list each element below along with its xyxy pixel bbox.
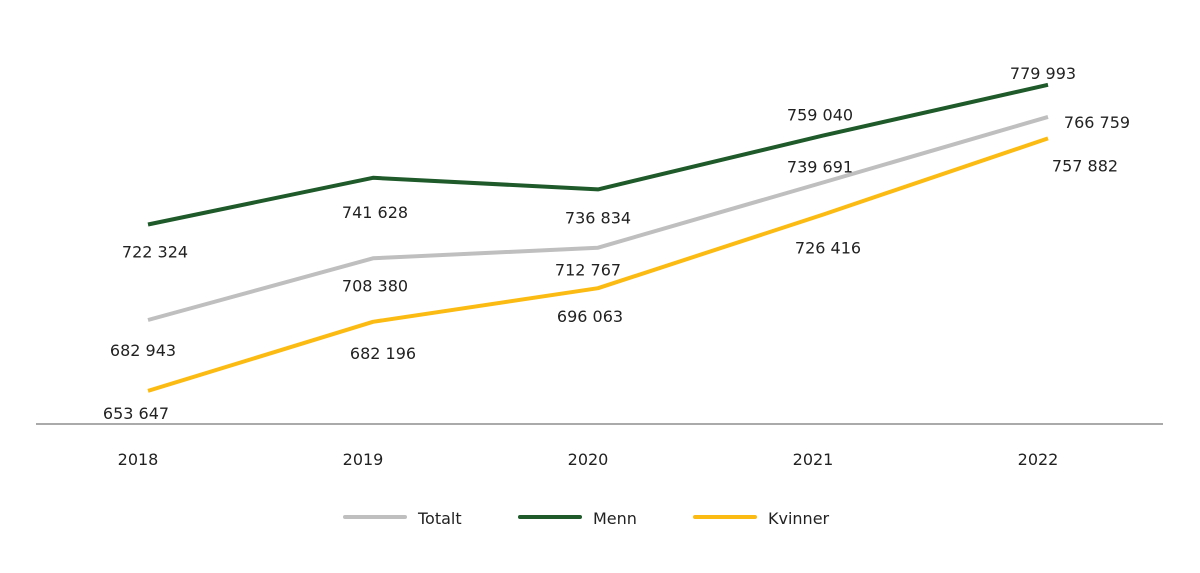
data-label-kvinner: 653 647	[103, 404, 169, 423]
data-label-kvinner: 682 196	[350, 344, 416, 363]
data-label-totalt: 708 380	[342, 276, 408, 295]
data-label-totalt: 739 691	[787, 157, 853, 176]
data-label-totalt: 766 759	[1064, 113, 1130, 132]
data-label-kvinner: 757 882	[1052, 156, 1118, 175]
x-tick-label: 2018	[118, 450, 159, 469]
series-line-kvinner	[147, 136, 1049, 393]
data-label-menn: 779 993	[1010, 64, 1076, 83]
x-tick-label: 2022	[1018, 450, 1059, 469]
legend-item-totalt: Totalt	[343, 509, 462, 528]
legend-label: Kvinner	[768, 509, 830, 528]
data-label-kvinner: 696 063	[557, 307, 623, 326]
data-label-totalt: 682 943	[110, 341, 176, 360]
data-label-totalt: 712 767	[555, 261, 621, 280]
data-label-menn: 736 834	[565, 208, 631, 227]
data-label-menn: 759 040	[787, 106, 853, 125]
data-label-menn: 722 324	[122, 243, 188, 262]
legend-label: Menn	[593, 509, 637, 528]
series-line-menn	[147, 82, 1049, 227]
series-line-totalt	[147, 114, 1049, 322]
legend-label: Totalt	[417, 509, 462, 528]
x-tick-label: 2020	[568, 450, 609, 469]
x-tick-label: 2019	[343, 450, 384, 469]
data-label-kvinner: 726 416	[795, 239, 861, 258]
data-label-menn: 741 628	[342, 203, 408, 222]
legend-item-menn: Menn	[518, 509, 637, 528]
legend-item-kvinner: Kvinner	[693, 509, 830, 528]
x-tick-label: 2021	[793, 450, 834, 469]
